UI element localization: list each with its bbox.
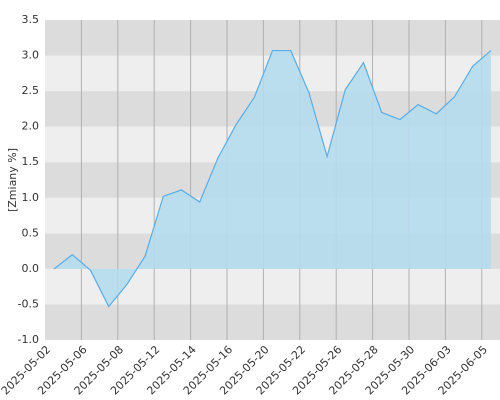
y-tick-label: 0.0 bbox=[22, 262, 40, 275]
y-tick-label: 0.5 bbox=[22, 226, 40, 239]
y-tick-label: 2.5 bbox=[22, 84, 40, 97]
y-tick-label: 1.5 bbox=[22, 155, 40, 168]
y-axis-label: [Zmiany %] bbox=[6, 148, 19, 212]
y-tick-label: 3.0 bbox=[22, 49, 40, 62]
area-fill bbox=[54, 50, 491, 307]
y-tick-label: 1.0 bbox=[22, 191, 40, 204]
y-tick-label: -1.0 bbox=[18, 333, 39, 346]
y-tick-label: -0.5 bbox=[18, 297, 39, 310]
y-tick-label: 2.0 bbox=[22, 120, 40, 133]
grid-band bbox=[45, 304, 500, 340]
grid-band bbox=[45, 20, 500, 56]
y-tick-label: 3.5 bbox=[22, 13, 40, 26]
area-line bbox=[53, 49, 492, 308]
